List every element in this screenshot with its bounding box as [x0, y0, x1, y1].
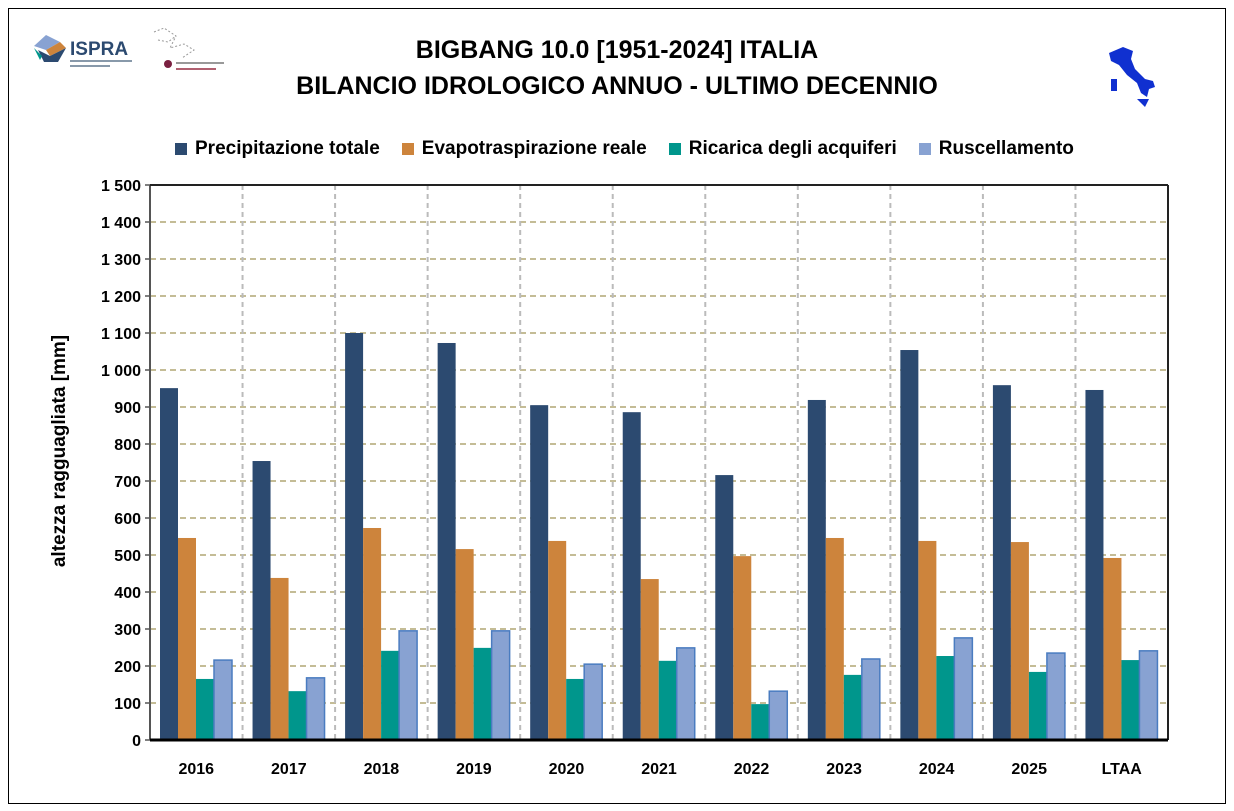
- x-tick-label: 2021: [641, 761, 677, 778]
- legend-swatch: [175, 143, 187, 155]
- bar-ricarica-degli-acquiferi: [936, 656, 955, 740]
- x-tick-label: 2020: [549, 761, 585, 778]
- legend-item: Ricarica degli acquiferi: [668, 138, 897, 160]
- legend-label: Ruscellamento: [938, 138, 1074, 159]
- x-tick-label: 2022: [734, 761, 770, 778]
- legend-swatch: [668, 143, 681, 155]
- bar-ricarica-degli-acquiferi: [751, 704, 770, 740]
- bar-ruscellamento: [953, 637, 974, 741]
- bar-precipitazione-totale: [252, 461, 271, 740]
- bar-evapotraspirazione-reale: [918, 540, 937, 740]
- italy-map-icon: [1103, 45, 1163, 115]
- y-tick-label: 1 100: [101, 326, 141, 343]
- bar-ricarica-degli-acquiferi: [288, 691, 307, 740]
- partner-logo: [150, 26, 230, 81]
- bar-ruscellamento: [768, 690, 789, 741]
- ispra-logo: ISPRA: [32, 32, 162, 77]
- bar-ruscellamento: [1138, 650, 1159, 741]
- y-tick-label: 300: [114, 622, 141, 639]
- bar-evapotraspirazione-reale: [178, 537, 196, 740]
- bar-evapotraspirazione-reale: [270, 577, 289, 740]
- y-tick-label: 200: [114, 659, 141, 676]
- bar-precipitazione-totale: [345, 333, 364, 740]
- bar-precipitazione-totale: [900, 350, 919, 740]
- x-tick-label: 2025: [1011, 761, 1047, 778]
- y-tick-label: 0: [132, 733, 141, 750]
- bar-precipitazione-totale: [992, 385, 1011, 740]
- legend-label: Ricarica degli acquiferi: [688, 138, 897, 159]
- bar-precipitazione-totale: [622, 412, 641, 740]
- bar-evapotraspirazione-reale: [455, 549, 474, 740]
- bar-precipitazione-totale: [715, 475, 734, 740]
- bar-ruscellamento: [583, 663, 603, 741]
- y-tick-label: 100: [114, 696, 141, 713]
- y-tick-label: 1 200: [101, 289, 141, 306]
- bar-ruscellamento: [490, 630, 511, 741]
- y-tick-label: 900: [114, 400, 141, 417]
- bar-precipitazione-totale: [530, 405, 549, 740]
- bar-ricarica-degli-acquiferi: [1121, 660, 1140, 740]
- x-tick-label: 2017: [271, 761, 307, 778]
- bar-precipitazione-totale: [807, 399, 826, 740]
- legend-item: Ruscellamento: [918, 138, 1074, 160]
- bar-ruscellamento: [675, 647, 696, 741]
- legend-item: Precipitazione totale: [175, 138, 380, 160]
- bar-ruscellamento: [305, 677, 326, 741]
- bar-ricarica-degli-acquiferi: [473, 647, 492, 740]
- x-tick-label: 2024: [919, 761, 955, 778]
- svg-text:ISPRA: ISPRA: [70, 39, 128, 60]
- x-tick-label: 2016: [178, 761, 214, 778]
- y-tick-label: 700: [114, 474, 141, 491]
- bar-evapotraspirazione-reale: [640, 579, 659, 740]
- y-tick-label: 1 000: [101, 363, 141, 380]
- bar-ricarica-degli-acquiferi: [658, 660, 677, 740]
- chart-subtitle: BILANCIO IDROLOGICO ANNUO - ULTIMO DECEN…: [296, 72, 938, 100]
- bar-ricarica-degli-acquiferi: [566, 678, 585, 740]
- x-tick-label: 2023: [826, 761, 862, 778]
- legend: Precipitazione totale Evapotraspirazione…: [175, 138, 1074, 160]
- bar-evapotraspirazione-reale: [363, 527, 382, 740]
- x-tick-label: 2019: [456, 761, 492, 778]
- bar-evapotraspirazione-reale: [825, 537, 844, 740]
- bar-precipitazione-totale: [437, 342, 456, 740]
- bar-ruscellamento: [398, 630, 418, 741]
- y-tick-label: 1 300: [101, 252, 141, 269]
- legend-swatch: [401, 143, 414, 155]
- bar-ricarica-degli-acquiferi: [196, 678, 214, 740]
- y-tick-label: 400: [114, 585, 141, 602]
- x-tick-label: 2018: [364, 761, 400, 778]
- x-tick-label: LTAA: [1102, 761, 1143, 778]
- bar-evapotraspirazione-reale: [733, 556, 752, 740]
- bar-ruscellamento: [1046, 652, 1066, 741]
- y-tick-label: 600: [114, 511, 141, 528]
- bar-precipitazione-totale: [160, 388, 178, 740]
- legend-item: Evapotraspirazione reale: [401, 138, 647, 160]
- y-tick-label: 800: [114, 437, 141, 454]
- bar-ruscellamento: [213, 659, 233, 741]
- chart-title: BIGBANG 10.0 [1951-2024] ITALIA: [415, 36, 819, 64]
- bar-ricarica-degli-acquiferi: [381, 650, 400, 740]
- y-tick-label: 1 500: [101, 178, 141, 195]
- bar-ruscellamento: [861, 658, 881, 741]
- bar-ricarica-degli-acquiferi: [1028, 671, 1047, 740]
- legend-label: Evapotraspirazione reale: [421, 138, 647, 159]
- y-tick-label: 1 400: [101, 215, 141, 232]
- bar-evapotraspirazione-reale: [1010, 542, 1029, 740]
- legend-swatch: [918, 143, 931, 155]
- bar-evapotraspirazione-reale: [1103, 557, 1122, 740]
- bar-precipitazione-totale: [1085, 389, 1104, 740]
- y-tick-label: 500: [114, 548, 141, 565]
- legend-label: Precipitazione totale: [195, 138, 380, 159]
- bar-evapotraspirazione-reale: [548, 540, 567, 740]
- bar-ricarica-degli-acquiferi: [843, 674, 862, 740]
